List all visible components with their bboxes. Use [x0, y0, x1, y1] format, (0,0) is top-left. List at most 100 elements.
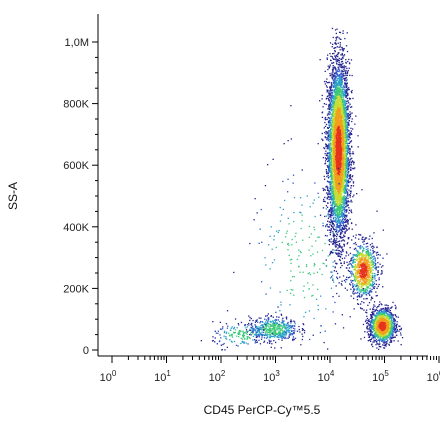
scatter-point — [328, 147, 330, 149]
scatter-point — [329, 88, 332, 91]
scatter-point — [342, 250, 344, 253]
scatter-point — [338, 222, 340, 224]
scatter-point — [326, 170, 328, 172]
scatter-point — [339, 82, 341, 84]
scatter-point — [342, 104, 344, 107]
scatter-point — [339, 186, 341, 188]
scatter-point — [345, 124, 347, 126]
scatter-point — [340, 128, 343, 130]
scatter-point — [327, 166, 329, 169]
scatter-point — [340, 61, 343, 63]
scatter-point — [337, 226, 340, 229]
scatter-point — [335, 285, 337, 287]
scatter-point — [342, 146, 345, 148]
scatter-point — [328, 209, 331, 211]
scatter-point — [327, 95, 329, 97]
scatter-point — [342, 88, 344, 90]
scatter-point — [340, 63, 342, 65]
scatter-point — [330, 90, 332, 92]
scatter-point — [339, 100, 342, 102]
scatter-point — [338, 130, 340, 132]
scatter-point — [338, 90, 340, 92]
scatter-point — [350, 166, 352, 168]
scatter-point — [332, 111, 334, 113]
scatter-point — [349, 159, 351, 161]
scatter-point — [332, 145, 334, 148]
scatter-point — [327, 177, 330, 179]
scatter-point — [334, 157, 336, 160]
scatter-point — [335, 230, 337, 233]
scatter-point — [346, 171, 348, 174]
scatter-point — [333, 143, 335, 145]
scatter-point — [352, 182, 355, 184]
scatter-point — [339, 153, 341, 155]
scatter-point — [329, 154, 331, 156]
scatter-point — [347, 242, 349, 244]
scatter-point — [334, 42, 336, 45]
scatter-point — [342, 144, 344, 146]
scatter-point — [327, 160, 329, 162]
scatter-point — [336, 214, 338, 216]
scatter-point — [336, 169, 338, 171]
scatter-point — [322, 106, 324, 108]
scatter-point — [336, 146, 338, 148]
scatter-point — [338, 82, 341, 85]
scatter-point — [346, 72, 349, 75]
scatter-point — [352, 175, 354, 177]
scatter-point — [338, 252, 340, 255]
scatter-point — [330, 85, 332, 87]
scatter-point — [338, 152, 341, 154]
scatter-point — [341, 106, 343, 108]
scatter-point — [334, 109, 337, 112]
scatter-point — [343, 116, 345, 118]
scatter-point — [347, 145, 349, 147]
scatter-point — [329, 168, 331, 170]
scatter-point — [331, 126, 333, 128]
scatter-point — [332, 105, 334, 107]
scatter-point — [324, 178, 326, 180]
scatter-point — [339, 185, 341, 187]
scatter-point — [329, 211, 331, 213]
scatter-point — [346, 136, 348, 139]
scatter-point — [344, 101, 346, 103]
scatter-point — [342, 221, 345, 223]
scatter-point — [339, 42, 341, 44]
scatter-point — [337, 74, 339, 77]
scatter-point — [333, 126, 335, 128]
scatter-point — [339, 90, 341, 93]
scatter-point — [336, 36, 338, 38]
scatter-point — [344, 113, 346, 115]
scatter-point — [342, 110, 344, 113]
scatter-point — [332, 137, 334, 139]
scatter-point — [340, 93, 342, 95]
scatter-point — [342, 138, 344, 140]
scatter-point — [319, 59, 321, 61]
scatter-point — [329, 122, 331, 124]
scatter-point — [338, 92, 340, 94]
scatter-point — [350, 178, 352, 180]
scatter-point — [340, 125, 342, 127]
scatter-point — [340, 99, 342, 101]
scatter-point — [334, 135, 336, 137]
scatter-point — [340, 175, 342, 177]
scatter-point — [332, 147, 334, 149]
scatter-point — [346, 32, 348, 34]
scatter-point — [331, 206, 333, 208]
scatter-point — [328, 163, 330, 165]
scatter-point — [342, 191, 344, 193]
scatter-point — [333, 243, 335, 245]
scatter-point — [324, 160, 327, 162]
scatter-point — [340, 111, 342, 114]
scatter-point — [343, 240, 346, 242]
scatter-point — [342, 214, 345, 216]
scatter-point — [330, 221, 333, 223]
scatter-point — [347, 108, 349, 110]
scatter-point — [328, 239, 331, 241]
scatter-point — [345, 209, 347, 212]
scatter-point — [330, 55, 332, 57]
scatter-point — [326, 58, 328, 60]
scatter-point — [333, 206, 335, 209]
scatter-point — [342, 208, 344, 210]
scatter-point — [343, 203, 345, 205]
scatter-point — [342, 175, 344, 177]
